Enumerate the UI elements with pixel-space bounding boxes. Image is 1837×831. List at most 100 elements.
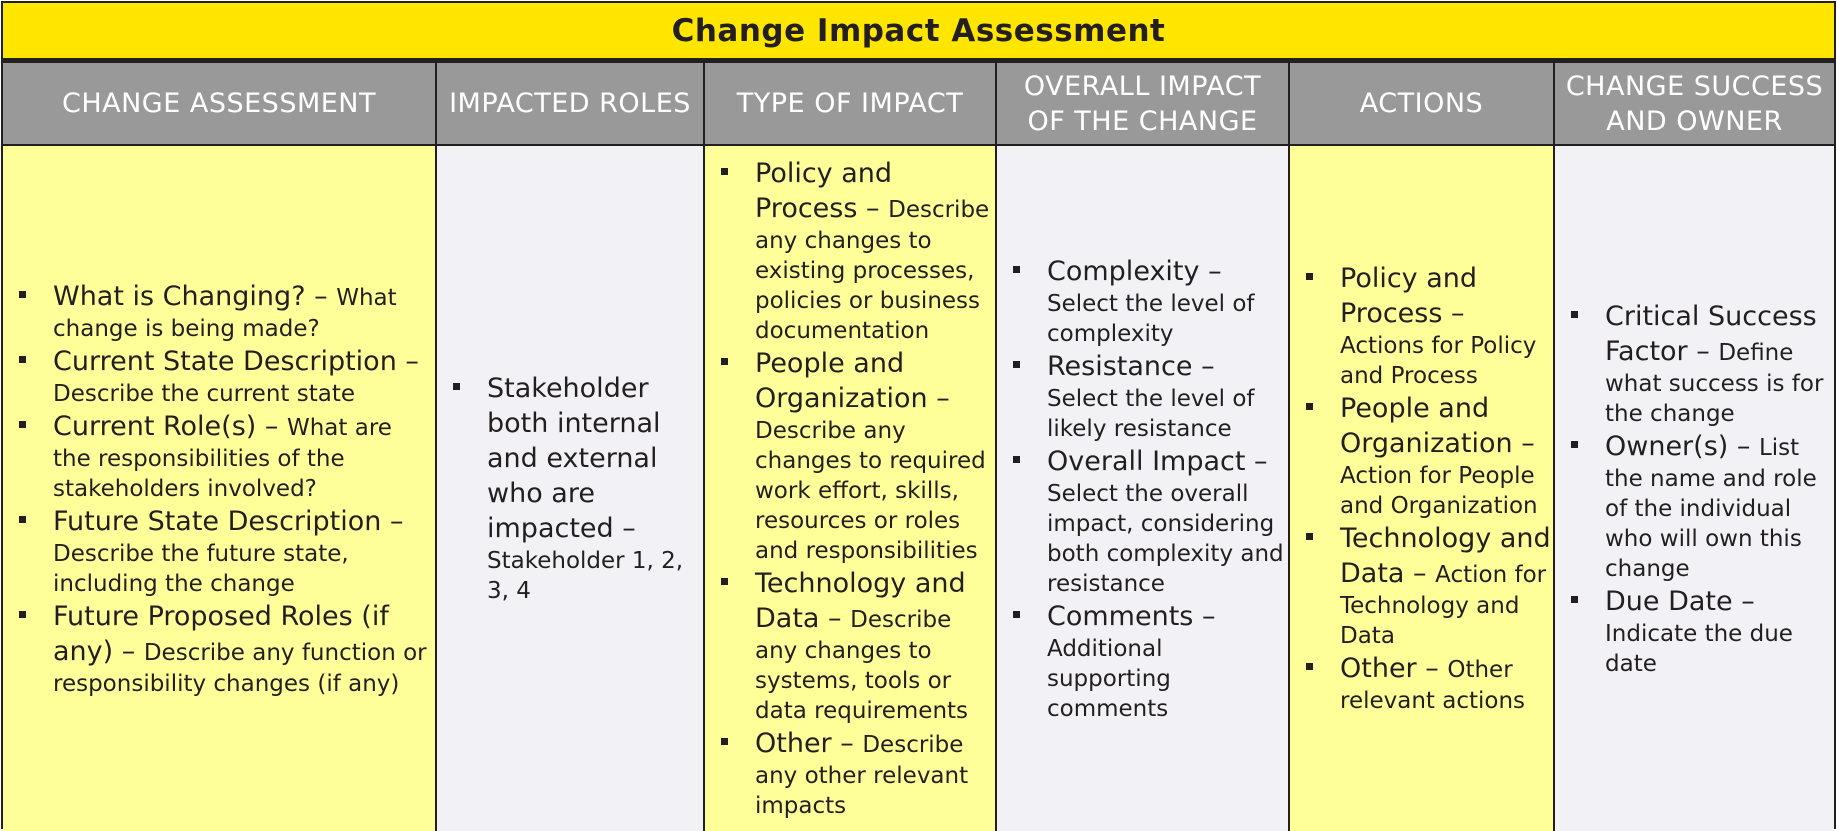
column-change-assessment: CHANGE ASSESSMENT What is Changing? – Wh… bbox=[3, 63, 437, 831]
table-grid: CHANGE ASSESSMENT What is Changing? – Wh… bbox=[3, 63, 1834, 831]
item-description: Describe any changes to existing process… bbox=[755, 197, 990, 344]
item-term: Stakeholder both internal and external w… bbox=[487, 373, 661, 544]
column-header: ACTIONS bbox=[1290, 63, 1553, 146]
list-item: People and Organization – Describe any c… bbox=[705, 346, 995, 566]
list-item: People and Organization – Action for Peo… bbox=[1290, 391, 1553, 521]
item-description: Actions for Policy and Process bbox=[1340, 333, 1537, 389]
item-description: Other relevant actions bbox=[1340, 657, 1526, 714]
item-description: Describe any other relevant impacts bbox=[755, 732, 969, 819]
list-item: What is Changing? – What change is being… bbox=[3, 279, 435, 344]
bullet-icon bbox=[721, 578, 728, 585]
item-term: Policy and Process bbox=[1340, 263, 1478, 329]
column-header: CHANGE ASSESSMENT bbox=[3, 63, 435, 146]
bullet-icon bbox=[1306, 533, 1313, 540]
column-type-of-impact: TYPE OF IMPACT Policy and Process – Desc… bbox=[705, 63, 997, 831]
list-item: Policy and Process – Describe any change… bbox=[705, 156, 995, 346]
item-term: Future State Description bbox=[53, 505, 382, 537]
item-separator: – bbox=[1687, 335, 1719, 367]
item-separator: – bbox=[927, 383, 950, 414]
bullet-icon bbox=[453, 383, 460, 390]
bullet-icon bbox=[721, 168, 728, 175]
column-overall-impact: OVERALL IMPACT OF THE CHANGE Complexity … bbox=[997, 63, 1290, 831]
bullet-list: Policy and Process – Describe any change… bbox=[705, 156, 995, 821]
item-separator: – bbox=[381, 505, 404, 537]
item-separator: – bbox=[1732, 585, 1755, 617]
item-term: What is Changing? bbox=[53, 280, 306, 312]
column-actions: ACTIONS Policy and Process – Actions for… bbox=[1290, 63, 1555, 831]
item-term: Critical Success Factor bbox=[1605, 300, 1817, 367]
list-item: Future Proposed Roles (if any) – Describ… bbox=[3, 599, 435, 699]
column-body: Stakeholder both internal and external w… bbox=[437, 146, 703, 831]
item-separator: – bbox=[305, 280, 337, 312]
item-term: Current State Description bbox=[53, 345, 397, 377]
item-separator: – bbox=[857, 193, 889, 224]
item-term: Due Date bbox=[1605, 585, 1733, 617]
item-description: Select the overall impact, considering b… bbox=[1047, 480, 1284, 597]
item-description: Define what success is for the change bbox=[1605, 339, 1824, 427]
bullet-icon bbox=[19, 515, 26, 523]
bullet-icon bbox=[1013, 265, 1020, 273]
column-body: Critical Success Factor – Define what su… bbox=[1555, 146, 1834, 831]
list-item: Owner(s) – List the name and role of the… bbox=[1555, 429, 1834, 584]
bullet-list: What is Changing? – What change is being… bbox=[3, 279, 435, 699]
list-item: Overall Impact – Select the overall impa… bbox=[997, 444, 1288, 599]
item-description: Describe the future state, including the… bbox=[53, 540, 349, 597]
list-item: Current State Description – Describe the… bbox=[3, 344, 435, 409]
bullet-icon bbox=[19, 290, 26, 298]
column-body: What is Changing? – What change is being… bbox=[3, 146, 435, 831]
column-header: TYPE OF IMPACT bbox=[705, 63, 995, 146]
bullet-icon bbox=[19, 420, 26, 428]
bullet-icon bbox=[1013, 455, 1020, 463]
column-change-success-owner: CHANGE SUCCESS AND OWNER Critical Succes… bbox=[1555, 63, 1834, 831]
bullet-icon bbox=[1013, 610, 1020, 618]
item-term: Owner(s) bbox=[1605, 430, 1729, 462]
item-term: Current Role(s) bbox=[53, 410, 257, 442]
bullet-icon bbox=[1306, 663, 1313, 670]
item-description: List the name and role of the individual… bbox=[1605, 434, 1817, 582]
column-header: OVERALL IMPACT OF THE CHANGE bbox=[997, 63, 1288, 146]
item-separator: – bbox=[256, 410, 287, 442]
list-item: Policy and Process – Actions for Policy … bbox=[1290, 261, 1553, 391]
item-description: Describe any changes to required work ef… bbox=[755, 418, 986, 564]
bullet-icon bbox=[19, 355, 26, 363]
item-description: Action for People and Organization bbox=[1340, 463, 1538, 519]
item-description: Indicate the due date bbox=[1605, 620, 1793, 677]
list-item: Due Date – Indicate the due date bbox=[1555, 584, 1834, 679]
item-separator: – bbox=[613, 513, 636, 544]
item-description: Select the level of likely resistance bbox=[1047, 385, 1255, 442]
bullet-list: Policy and Process – Actions for Policy … bbox=[1290, 261, 1553, 716]
bullet-icon bbox=[19, 610, 26, 618]
item-description: Action for Technology and Data bbox=[1340, 562, 1547, 649]
item-separator: – bbox=[1728, 430, 1759, 462]
column-body: Policy and Process – Describe any change… bbox=[705, 146, 995, 831]
item-description: What are the responsibilities of the sta… bbox=[53, 414, 392, 502]
column-header: IMPACTED ROLES bbox=[437, 63, 703, 146]
item-separator: – bbox=[1192, 350, 1215, 382]
list-item: Resistance – Select the level of likely … bbox=[997, 349, 1288, 444]
bullet-list: Critical Success Factor – Define what su… bbox=[1555, 299, 1834, 679]
item-term: Comments bbox=[1047, 600, 1194, 632]
item-separator: – bbox=[1193, 600, 1216, 632]
item-separator: – bbox=[1199, 255, 1222, 287]
item-term: People and Organization bbox=[1340, 393, 1513, 459]
bullet-icon bbox=[1571, 440, 1578, 448]
bullet-icon bbox=[721, 358, 728, 365]
item-separator: – bbox=[1404, 558, 1436, 589]
bullet-icon bbox=[1013, 360, 1020, 368]
item-separator: – bbox=[819, 603, 851, 634]
item-term: Technology and Data bbox=[755, 568, 966, 634]
item-term: Overall Impact bbox=[1047, 445, 1246, 477]
column-header: CHANGE SUCCESS AND OWNER bbox=[1555, 63, 1834, 146]
title-bar: Change Impact Assessment bbox=[3, 3, 1834, 63]
item-separator: – bbox=[1416, 653, 1448, 684]
bullet-icon bbox=[1571, 310, 1578, 318]
list-item: Technology and Data – Describe any chang… bbox=[705, 566, 995, 726]
bullet-icon bbox=[721, 738, 728, 745]
list-item: Other – Other relevant actions bbox=[1290, 651, 1553, 716]
item-separator: – bbox=[113, 635, 144, 667]
item-term: Policy and Process bbox=[755, 158, 893, 224]
bullet-icon bbox=[1571, 595, 1578, 603]
item-term: People and Organization bbox=[755, 348, 928, 414]
item-description: Describe the current state bbox=[53, 380, 355, 407]
